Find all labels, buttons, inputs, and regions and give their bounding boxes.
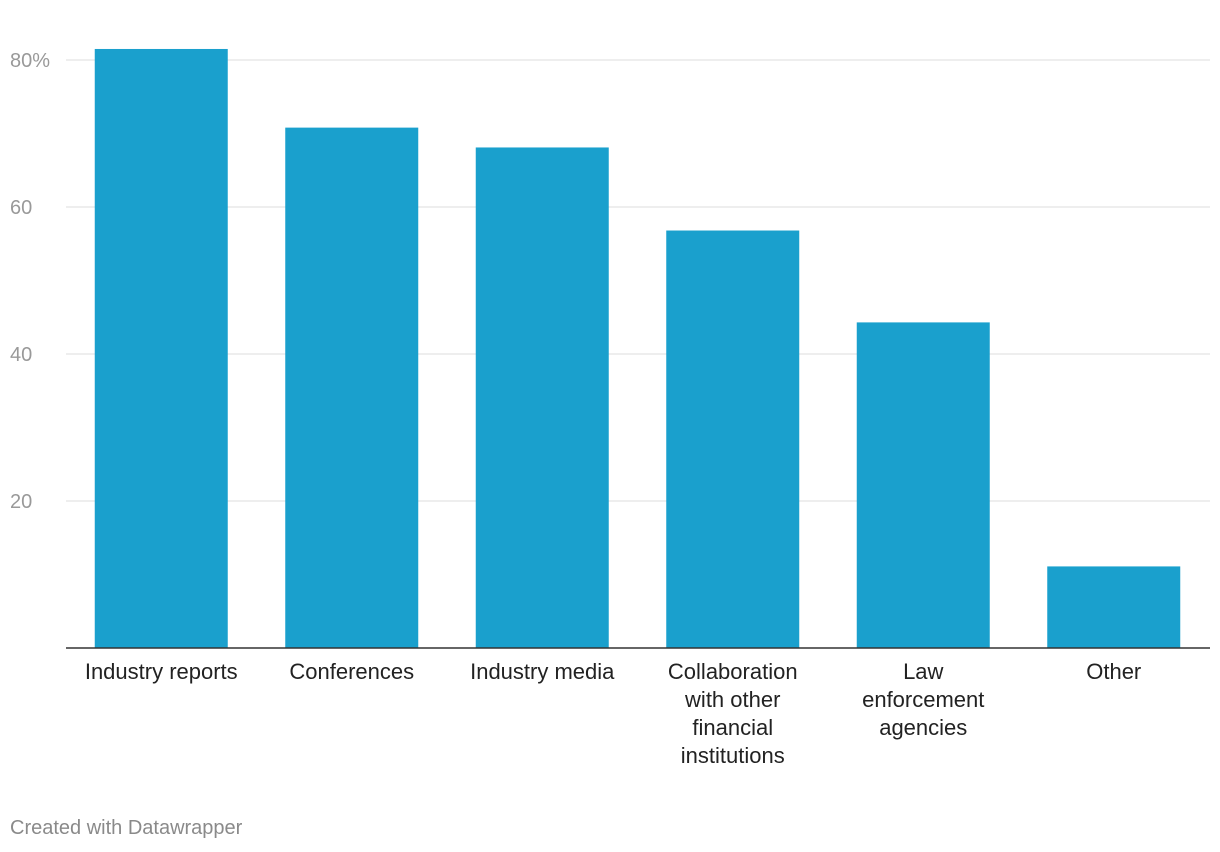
x-category-label-line: institutions <box>681 743 785 768</box>
x-category-label-line: Other <box>1086 659 1141 684</box>
x-category-label-line: enforcement <box>862 687 984 712</box>
bar-conferences <box>285 127 419 649</box>
bar-other <box>1047 566 1181 648</box>
x-category-label-line: Industry reports <box>85 659 238 684</box>
datawrapper-credit: Created with Datawrapper <box>10 817 243 839</box>
x-category-label: Conferences <box>289 659 414 684</box>
y-axis-tick-labels: 20 40 60 80% <box>10 50 50 513</box>
x-axis-category-labels: Industry reports Conferences Industry medi… <box>85 659 1141 768</box>
y-tick-label: 40 <box>10 344 32 366</box>
bars <box>94 48 1181 649</box>
bar-law-enforcement-agencies <box>856 322 990 648</box>
x-category-label-line: Collaboration <box>668 659 798 684</box>
x-category-label-line: Conferences <box>289 659 414 684</box>
y-tick-label: 60 <box>10 197 32 219</box>
y-tick-label: 20 <box>10 491 32 513</box>
x-category-label: Industry media <box>470 659 615 684</box>
bar-industry-reports <box>94 48 228 649</box>
x-category-label: Other <box>1086 659 1141 684</box>
gridlines <box>66 59 1210 502</box>
x-category-label-line: Industry media <box>470 659 615 684</box>
y-tick-label: 80% <box>10 50 50 72</box>
x-category-label-line: with other <box>684 687 780 712</box>
x-category-label: Law enforcement agencies <box>862 659 984 740</box>
x-category-label-line: financial <box>692 715 773 740</box>
x-category-label: Collaboration with other financial institut… <box>668 659 798 768</box>
bar-collaboration-with-other-financial-institutions <box>666 230 800 648</box>
bar-industry-media <box>475 147 609 648</box>
x-category-label-line: agencies <box>879 715 967 740</box>
x-category-label-line: Law <box>903 659 943 684</box>
x-category-label: Industry reports <box>85 659 238 684</box>
